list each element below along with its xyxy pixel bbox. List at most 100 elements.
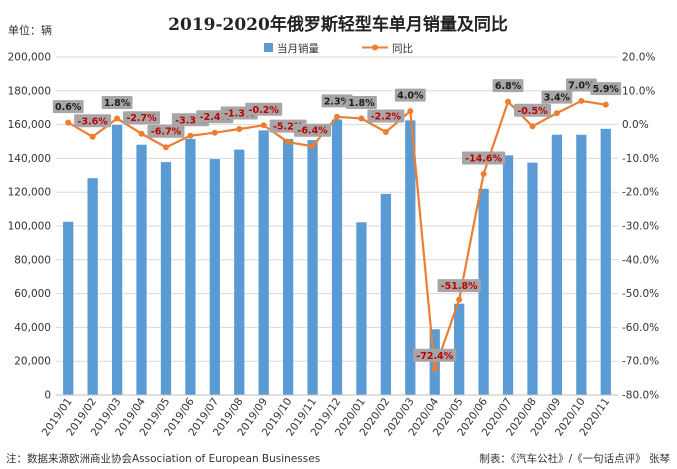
- data-label-bg: [394, 88, 426, 102]
- yoy-marker: [602, 101, 609, 108]
- bar: [405, 120, 416, 395]
- data-label: -14.6%: [465, 153, 502, 164]
- bar: [111, 124, 123, 396]
- bar: [307, 140, 318, 395]
- yoy-marker: [480, 170, 487, 177]
- data-label-bg: [590, 82, 622, 96]
- data-label: 4.0%: [397, 91, 424, 102]
- data-label: -6.4%: [297, 126, 328, 137]
- yoy-marker: [456, 296, 463, 303]
- left-tick-label: 160,000: [8, 119, 51, 131]
- data-label-bg: [513, 103, 551, 117]
- data-label-bg: [413, 348, 457, 362]
- bar: [454, 303, 465, 395]
- data-label-bg: [367, 109, 405, 123]
- data-label: -2.2%: [371, 112, 402, 123]
- bar: [527, 162, 538, 395]
- yoy-marker: [553, 110, 560, 117]
- left-tick-label: 0: [44, 390, 51, 402]
- bar: [185, 138, 196, 395]
- data-label: -6.7%: [151, 127, 182, 138]
- data-label: 5.9%: [593, 84, 620, 95]
- data-label-bg: [147, 124, 185, 138]
- yoy-marker: [89, 133, 96, 140]
- legend: 当月销量 同比: [264, 42, 413, 55]
- bar: [234, 149, 245, 395]
- legend-line-marker: [372, 44, 378, 51]
- data-label: 7.0%: [568, 80, 595, 91]
- data-label: -0.5%: [517, 106, 548, 117]
- right-tick-label: -70.0%: [622, 356, 659, 368]
- data-label: -1.3%: [224, 108, 255, 119]
- left-tick-label: 120,000: [8, 187, 51, 199]
- right-tick-label: -20.0%: [622, 187, 659, 199]
- data-label-bg: [321, 94, 353, 108]
- data-label: -2.7%: [126, 113, 157, 124]
- bar: [331, 119, 343, 395]
- data-label: -72.4%: [416, 351, 453, 362]
- right-tick-label: -80.0%: [622, 390, 659, 402]
- data-labels: 0.6%-3.6%1.8%-2.7%-6.7%-3.3%-2.4%-1.3%-0…: [52, 78, 622, 362]
- bar: [258, 130, 269, 395]
- data-label: -5.2%: [273, 122, 304, 133]
- yoy-marker: [138, 130, 145, 137]
- x-axis: 2019/012019/022019/032019/042019/052019/…: [40, 394, 618, 438]
- bar: [282, 138, 294, 395]
- left-tick-label: 20,000: [14, 356, 51, 368]
- left-tick-label: 100,000: [8, 221, 51, 233]
- yoy-marker: [382, 129, 389, 136]
- data-label-bg: [437, 279, 481, 293]
- right-tick-label: -10.0%: [622, 153, 659, 165]
- bar: [209, 159, 220, 395]
- data-label-bg: [492, 79, 524, 93]
- right-tick-label: 20.0%: [622, 52, 655, 64]
- data-label: -0.2%: [249, 105, 280, 116]
- data-label-bg: [346, 96, 377, 110]
- yoy-marker: [187, 132, 194, 139]
- right-tick-label: 10.0%: [622, 85, 655, 97]
- bar: [136, 144, 147, 395]
- bar: [502, 155, 514, 395]
- yoy-marker: [114, 115, 121, 122]
- bar: [600, 128, 611, 395]
- data-label: -3.3%: [175, 115, 206, 126]
- data-label: -51.8%: [441, 281, 478, 292]
- data-label-bg: [541, 90, 573, 104]
- yoy-marker: [236, 125, 243, 132]
- yoy-marker: [578, 97, 585, 104]
- bar: [478, 188, 489, 395]
- data-label: -3.6%: [78, 116, 109, 127]
- data-label: 1.8%: [104, 98, 131, 109]
- data-label-bg: [123, 111, 161, 125]
- right-tick-label: -60.0%: [622, 322, 659, 334]
- yoy-marker: [162, 144, 169, 151]
- yoy-marker: [211, 129, 218, 136]
- unit-label: 单位：辆: [8, 23, 52, 37]
- left-axis: 0 20,000 40,000 60,000 80,000 100,000 120,000 1…: [8, 52, 51, 402]
- bar: [576, 134, 587, 396]
- data-label-bg: [245, 102, 283, 116]
- left-tick-label: 140,000: [8, 153, 51, 165]
- yoy-marker: [334, 113, 340, 120]
- data-label-bg: [52, 100, 84, 114]
- bar-series: [63, 119, 611, 396]
- bar: [356, 222, 367, 395]
- source-note: 注：数据来源欧洲商业协会Association of European Busi…: [6, 452, 320, 465]
- data-label-bg: [294, 123, 332, 137]
- left-tick-label: 180,000: [8, 85, 51, 97]
- data-label: 0.6%: [55, 102, 82, 113]
- right-axis: -80.0% -70.0% -60.0% -50.0% -40.0% -30.0% -20.…: [622, 52, 659, 402]
- yoy-marker: [505, 98, 512, 105]
- right-tick-label: 0.0%: [622, 119, 649, 131]
- yoy-marker: [407, 108, 414, 115]
- right-tick-label: -40.0%: [622, 254, 659, 266]
- data-label: 3.4%: [544, 93, 571, 104]
- bar: [63, 221, 74, 395]
- left-tick-label: 40,000: [14, 322, 51, 334]
- left-tick-label: 200,000: [8, 52, 51, 64]
- data-label-bg: [565, 78, 597, 92]
- legend-line-label: 同比: [392, 42, 413, 55]
- data-label: -2.4%: [200, 112, 231, 123]
- data-label-bg: [74, 114, 112, 128]
